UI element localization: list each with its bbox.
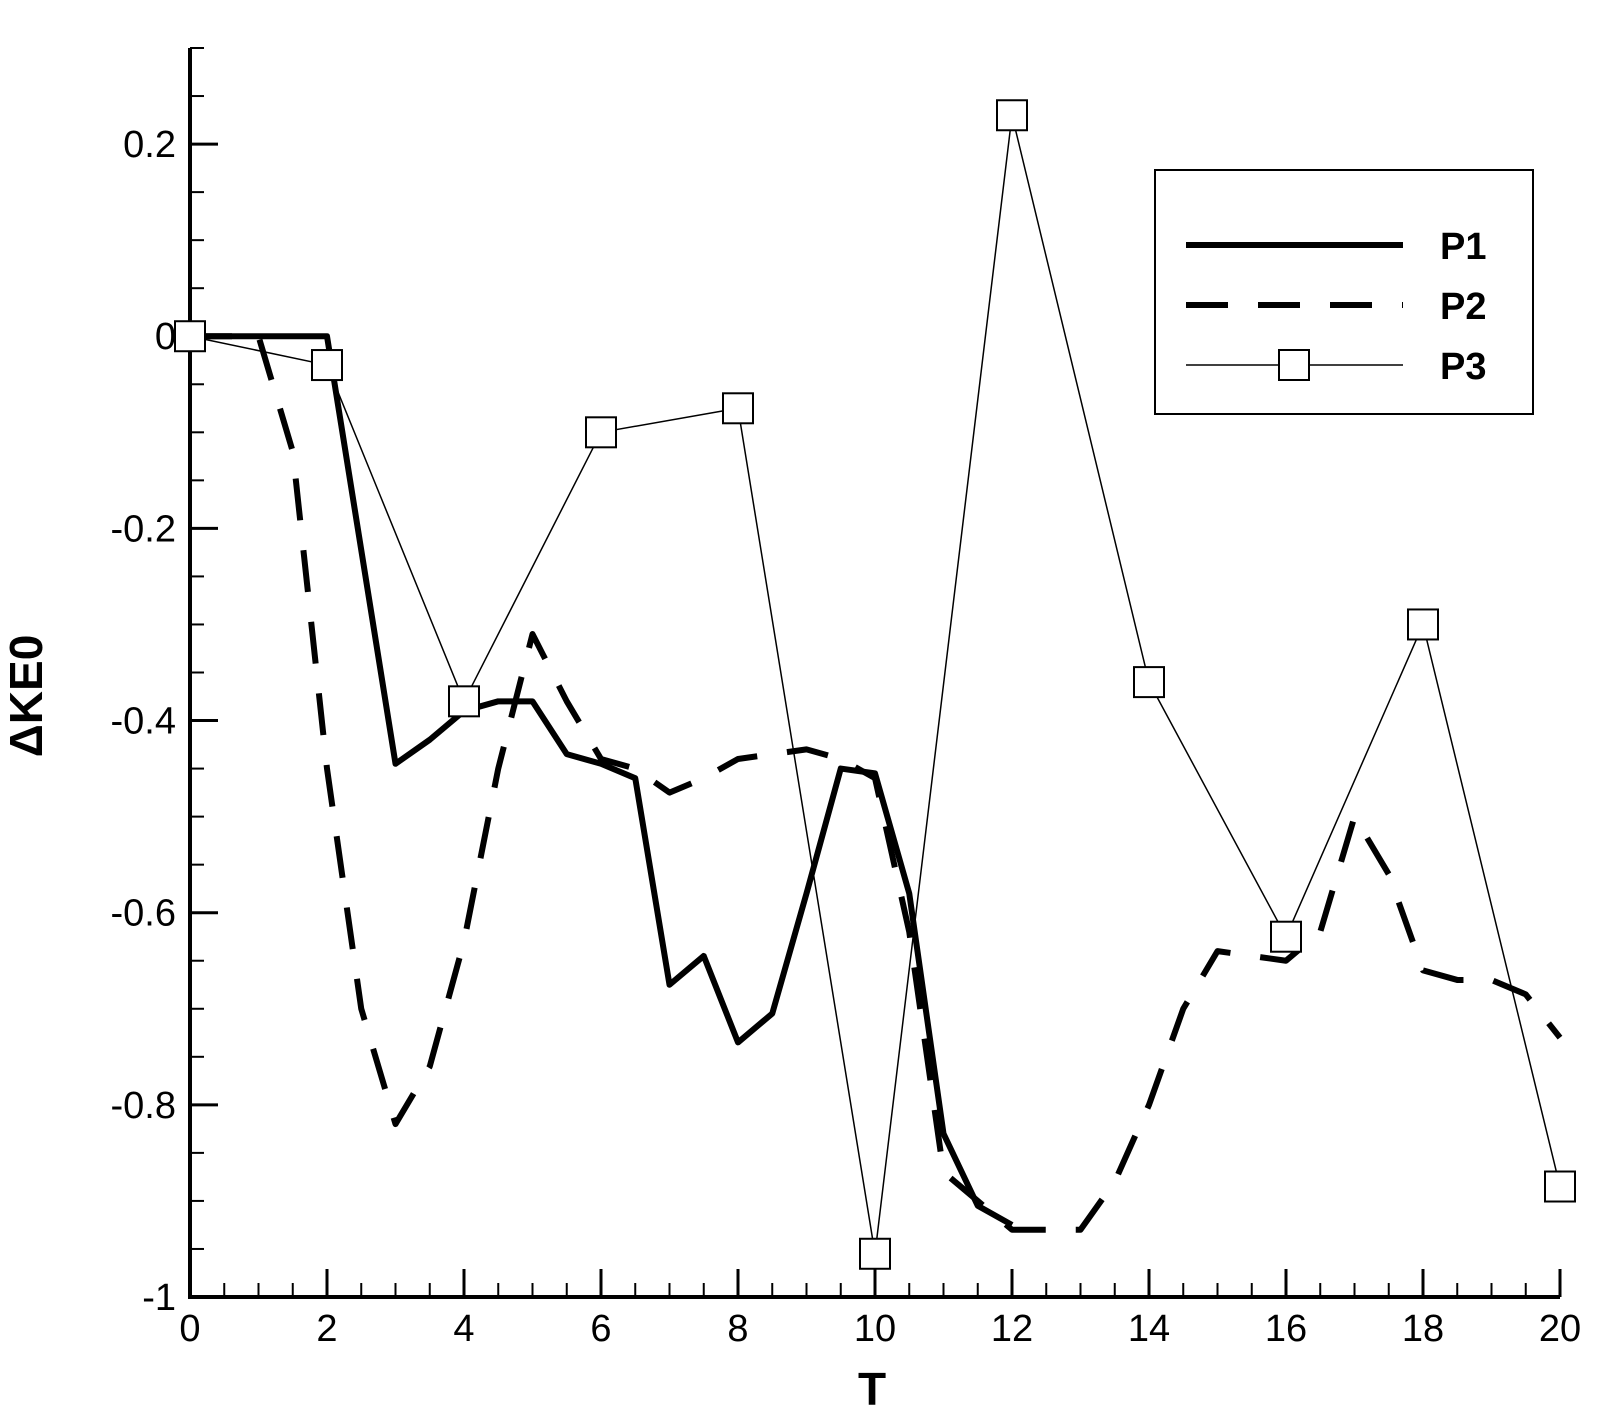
y-tick-label: -0.2	[111, 508, 176, 550]
axes: 0 2 4 6 8 10 12 14 16 18 20 -1 -0.8 -0.6 -0.4 -0.2 0 0.2	[111, 47, 1581, 1350]
legend-marker-p3	[1278, 349, 1310, 381]
data-point-p3	[859, 1237, 891, 1270]
x-tick-label: 14	[1128, 1308, 1170, 1350]
legend: P1 P2 P3	[1154, 169, 1534, 415]
legend-box	[1154, 169, 1534, 415]
data-point-p3	[1407, 608, 1439, 641]
data-point-p3	[1270, 920, 1302, 953]
x-tick-label: 4	[453, 1308, 474, 1350]
x-tick-label: 6	[590, 1308, 611, 1350]
x-tick-label: 20	[1539, 1308, 1581, 1350]
data-point-p3	[1544, 1170, 1576, 1203]
y-tick-label: 0.2	[123, 124, 176, 166]
x-tick-label: 16	[1265, 1308, 1307, 1350]
legend-label-p2: P2	[1440, 286, 1486, 328]
legend-entry-p1: P1	[1186, 226, 1486, 268]
data-point-p3	[996, 99, 1028, 132]
x-tick-label: 18	[1402, 1308, 1444, 1350]
y-tick-label: -0.4	[111, 701, 176, 743]
legend-entry-p3: P3	[1186, 346, 1486, 388]
data-point-p3	[722, 392, 754, 425]
y-tick-label: -0.8	[111, 1085, 176, 1127]
series-line-p2	[190, 333, 1563, 1233]
x-tick-label: 12	[991, 1308, 1033, 1350]
x-tick-label: 0	[179, 1308, 200, 1350]
series-line-p1	[190, 333, 1014, 1228]
x-axis-title: T	[858, 1363, 886, 1410]
y-tick-label: -0.6	[111, 893, 176, 935]
series-layer	[174, 99, 1576, 1270]
legend-label-p1: P1	[1440, 226, 1486, 268]
legend-label-p3: P3	[1440, 346, 1486, 388]
data-point-p3	[585, 416, 617, 449]
legend-entry-p2: P2	[1186, 286, 1486, 328]
x-tick-label: 8	[727, 1308, 748, 1350]
y-tick-label: -1	[142, 1277, 176, 1319]
x-tick-label: 2	[316, 1308, 337, 1350]
data-point-p3	[1133, 666, 1165, 699]
data-point-p3	[311, 349, 343, 382]
y-tick-label: 0	[155, 316, 176, 358]
y-axis-title: ΔKE0	[0, 635, 52, 758]
data-point-p3	[174, 320, 206, 353]
x-tick-label: 10	[854, 1308, 896, 1350]
data-point-p3	[448, 685, 480, 718]
